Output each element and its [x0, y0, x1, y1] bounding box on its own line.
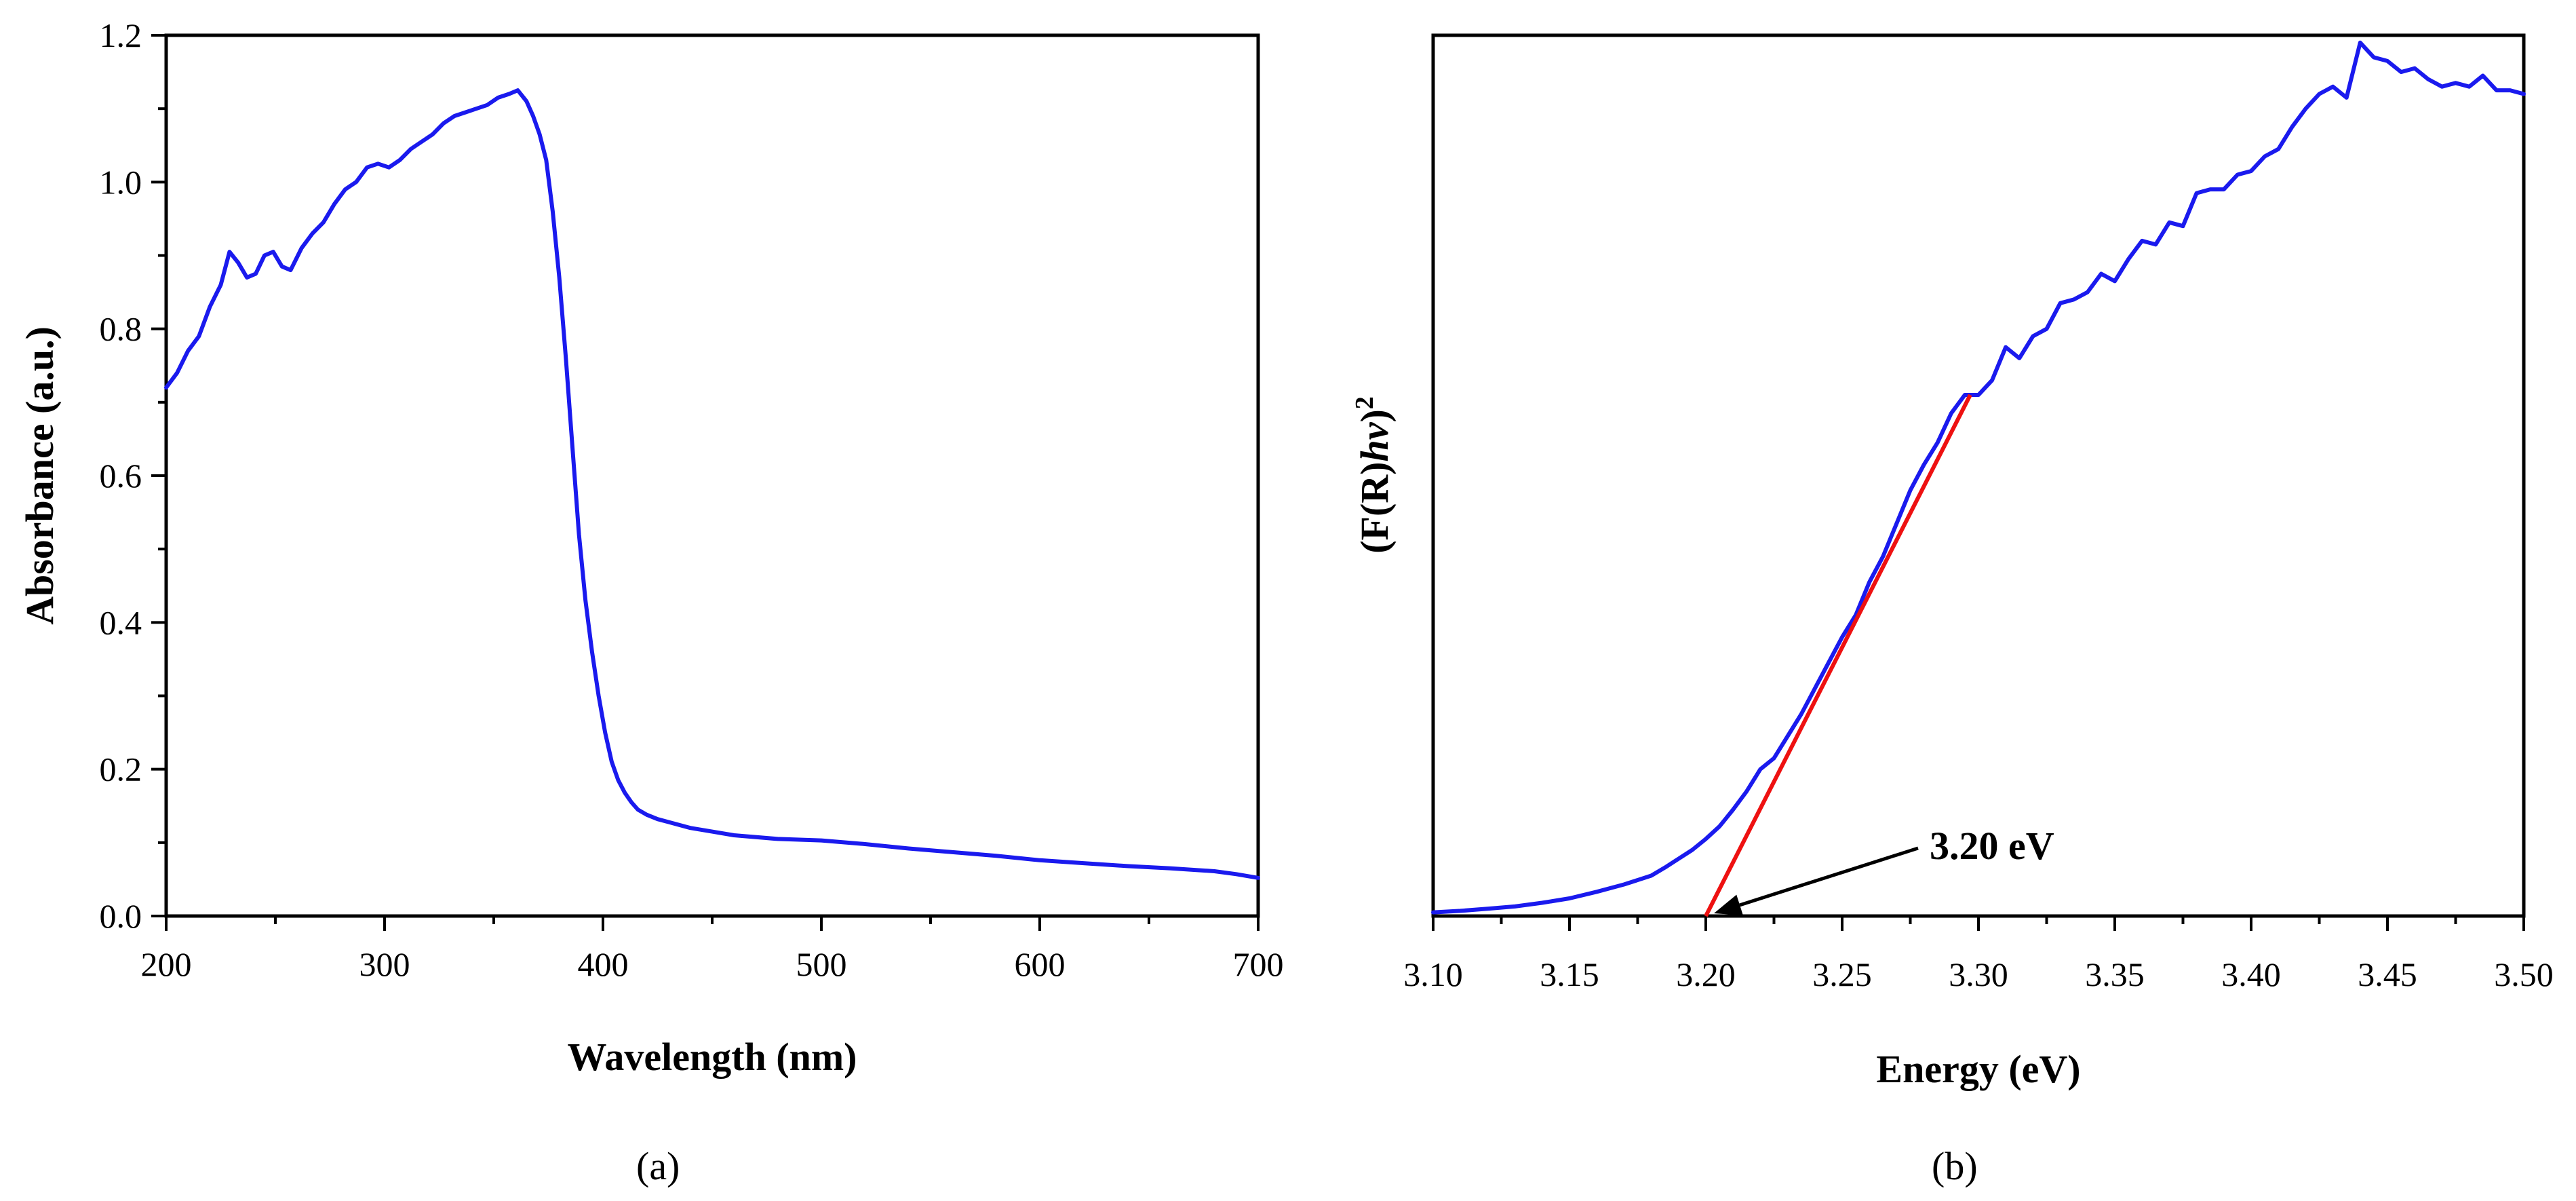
panel-a-x-tick-label: 200 — [141, 945, 192, 983]
panel-b-x-tick-label: 3.20 — [1676, 955, 1736, 993]
panel-a-x-ticks: 200 300 400 500 600 700 — [141, 916, 1284, 983]
panel-a-x-tick-label: 500 — [796, 945, 847, 983]
panel-b-x-tick-label: 3.10 — [1403, 955, 1463, 993]
panel-a-y-tick-label: 0.8 — [100, 310, 142, 348]
panel-b-x-tick-label: 3.45 — [2358, 955, 2417, 993]
panel-b-x-tick-label: 3.25 — [1812, 955, 1872, 993]
panel-b-label: (b) — [1932, 1144, 1978, 1188]
panel-a-x-tick-label: 700 — [1233, 945, 1284, 983]
panel-a-y-tick-label: 0.2 — [100, 750, 142, 788]
panel-a-y-tick-label: 1.2 — [100, 16, 142, 54]
panel-b-y-axis-title-main: (F(R) — [1352, 462, 1397, 554]
panel-a-y-ticks: 0.0 0.2 0.4 0.6 0.8 1.0 1.2 — [100, 16, 166, 935]
panel-b-plot-frame — [1431, 33, 2526, 918]
panel-b-x-tick-label: 3.40 — [2221, 955, 2281, 993]
panel-b-annotation-arrowhead — [1714, 894, 1743, 916]
panel-b-annotation-label: 3.20 eV — [1930, 824, 2054, 868]
panel-a: 0.0 0.2 0.4 0.6 0.8 1.0 1.2 200 300 400 500 600 700… — [18, 16, 1284, 1188]
panel-a-x-axis-title: Wavelength (nm) — [568, 1035, 857, 1079]
panel-a-y-tick-label: 0.4 — [100, 603, 142, 641]
panel-b-x-ticks: 3.10 3.15 3.20 3.25 3.30 3.35 3.40 3.45 3.50 — [1403, 916, 2554, 993]
panel-a-label: (a) — [636, 1144, 680, 1188]
panel-a-x-tick-label: 300 — [359, 945, 410, 983]
panel-b-energy-series — [1431, 40, 2526, 915]
panel-b: 3.10 3.15 3.20 3.25 3.30 3.35 3.40 3.45 3.50 3.2… — [1350, 33, 2554, 1188]
panel-b-x-axis-title: Energy (eV) — [1876, 1047, 2080, 1091]
panel-a-x-tick-label: 400 — [578, 945, 629, 983]
panel-a-y-tick-label: 1.0 — [100, 163, 142, 201]
panel-b-y-axis-title-close: ) — [1352, 409, 1397, 422]
panel-b-linear-fit-line — [1704, 394, 1972, 917]
panel-b-y-axis-title-italic: hv — [1352, 421, 1397, 461]
panel-b-x-tick-label: 3.50 — [2494, 955, 2554, 993]
panel-b-annotation-arrow — [1739, 846, 1919, 907]
panel-b-y-axis-title: (F(R)hv)2 — [1350, 396, 1397, 554]
panel-a-absorbance-series — [164, 88, 1260, 880]
panel-a-y-tick-label: 0.0 — [100, 897, 142, 935]
panel-a-plot-frame — [164, 33, 1260, 918]
panel-b-x-tick-label: 3.15 — [1540, 955, 1599, 993]
panel-b-x-tick-label: 3.30 — [1949, 955, 2008, 993]
panel-b-x-tick-label: 3.35 — [2085, 955, 2145, 993]
panel-a-y-tick-label: 0.6 — [100, 457, 142, 495]
panel-b-y-axis-title-sup: 2 — [1350, 396, 1379, 409]
panel-a-y-axis-title: Absorbance (a.u.) — [18, 326, 62, 625]
panel-a-x-tick-label: 600 — [1015, 945, 1066, 983]
